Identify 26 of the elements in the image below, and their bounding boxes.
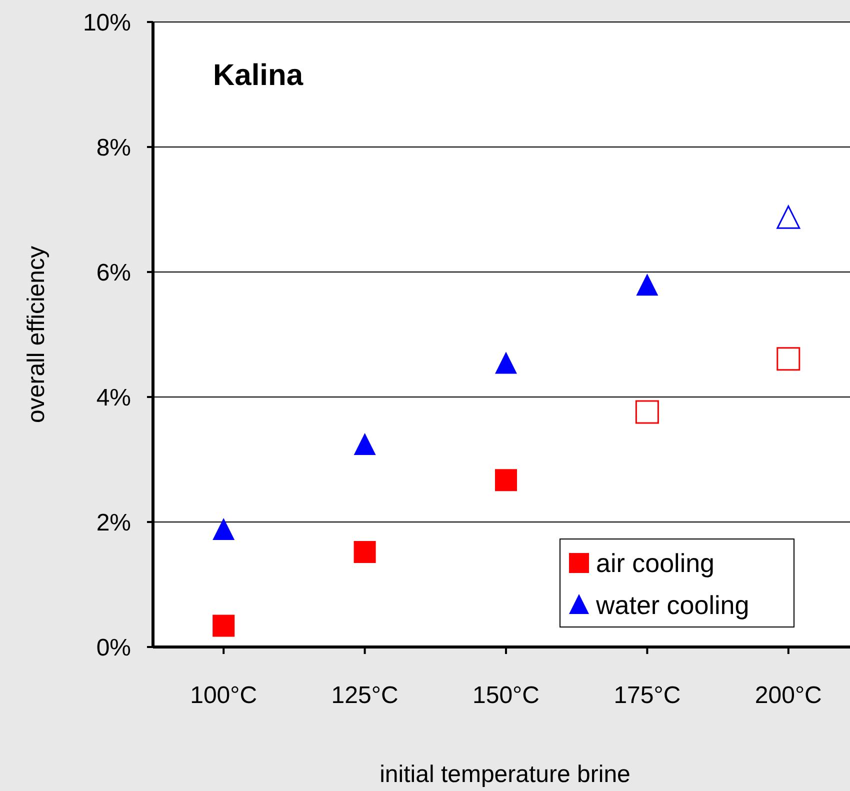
point — [212, 614, 235, 637]
text: Kalina — [213, 59, 304, 92]
x-tick-label: 200°C — [754, 682, 822, 709]
y-tick-label: 8% — [96, 134, 131, 162]
point — [354, 433, 376, 456]
point — [636, 274, 658, 296]
y-axis-title: overall efficiency — [23, 246, 50, 423]
point — [776, 347, 800, 371]
x-tick-label: 125°C — [331, 682, 398, 709]
point — [776, 205, 800, 229]
y-tick-label: 6% — [96, 259, 131, 286]
x-tick-label: 175°C — [614, 682, 681, 709]
legend-label: water cooling — [595, 590, 750, 620]
legend-label: air cooling — [596, 548, 715, 578]
x-tick-label: 100°C — [190, 682, 258, 709]
y-tick-label: 2% — [96, 509, 131, 536]
point — [354, 541, 376, 563]
x-tick-label: 150°C — [472, 682, 540, 709]
y-tick-label: 0% — [96, 634, 131, 662]
point — [495, 352, 517, 374]
point — [212, 518, 235, 540]
point — [635, 400, 659, 424]
point — [495, 469, 517, 492]
y-tick-label: 10% — [82, 9, 131, 36]
y-tick-label: 4% — [96, 384, 131, 412]
x-axis-title: initial temperature brine — [380, 761, 630, 788]
